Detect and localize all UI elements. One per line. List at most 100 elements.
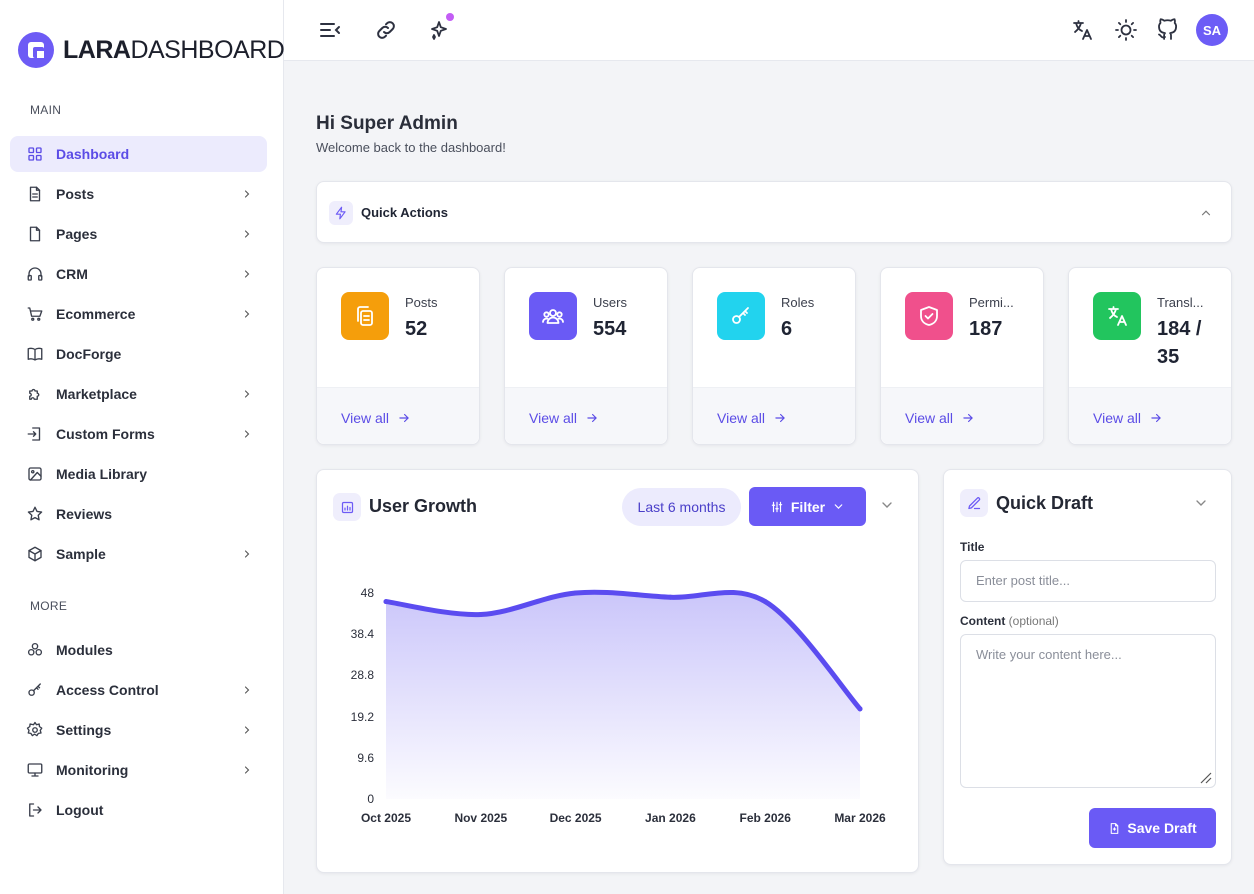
gear-icon — [26, 721, 44, 739]
user-growth-card: User Growth Last 6 months Filter 0 9.6 19.… — [316, 469, 919, 873]
view-all-link[interactable]: View all — [341, 410, 411, 426]
cube-icon — [26, 545, 44, 563]
sidebar-item-crm[interactable]: CRM — [10, 256, 267, 292]
chart-point — [383, 599, 389, 605]
sidebar-item-pages[interactable]: Pages — [10, 216, 267, 252]
stat-label: Roles — [781, 295, 815, 310]
topbar: SA — [284, 0, 1254, 61]
save-draft-label: Save Draft — [1127, 820, 1197, 836]
chevron-right-icon — [241, 308, 253, 320]
sidebar-item-posts[interactable]: Posts — [10, 176, 267, 212]
sidebar-item-label: Sample — [56, 546, 106, 562]
book-icon — [26, 345, 44, 363]
chevron-down-icon[interactable] — [1193, 495, 1209, 511]
view-all-link[interactable]: View all — [717, 410, 787, 426]
x-tick-label: Mar 2026 — [834, 811, 886, 825]
sidebar-item-reviews[interactable]: Reviews — [10, 496, 267, 532]
title-label: Title — [960, 540, 985, 554]
sidebar-item-access-control[interactable]: Access Control — [10, 672, 267, 708]
y-tick-label: 48 — [360, 586, 374, 600]
sidebar-item-label: Logout — [56, 802, 104, 818]
key-icon — [26, 681, 44, 699]
sidebar-item-modules[interactable]: Modules — [10, 632, 267, 668]
key-icon — [717, 292, 765, 340]
stat-value: 6 — [781, 318, 793, 340]
save-draft-button[interactable]: Save Draft — [1089, 808, 1216, 848]
arrow-right-icon — [963, 413, 973, 423]
sparkle-icon[interactable] — [428, 18, 452, 42]
puzzle-icon — [26, 385, 44, 403]
grid-icon — [26, 145, 44, 163]
view-all-link[interactable]: View all — [1093, 410, 1163, 426]
sidebar-item-label: Custom Forms — [56, 426, 155, 442]
sidebar-item-monitoring[interactable]: Monitoring — [10, 752, 267, 788]
chart-point — [667, 594, 673, 600]
stat-label: Transl... — [1157, 295, 1204, 310]
sidebar-item-label: CRM — [56, 266, 88, 282]
sidebar-item-settings[interactable]: Settings — [10, 712, 267, 748]
y-tick-label: 28.8 — [350, 668, 374, 683]
modules-icon — [26, 641, 44, 659]
stat-card-users: Users 554 View all — [504, 267, 668, 445]
date-range-button[interactable]: Last 6 months — [622, 488, 741, 526]
view-all-link[interactable]: View all — [905, 410, 975, 426]
avatar[interactable]: SA — [1196, 14, 1228, 46]
x-tick-label: Nov 2025 — [454, 811, 508, 825]
sidebar-item-logout[interactable]: Logout — [10, 792, 267, 828]
chevron-right-icon — [241, 228, 253, 240]
chart-point — [478, 611, 484, 617]
sidebar-item-label: Ecommerce — [56, 306, 136, 322]
users-icon — [529, 292, 577, 340]
post-title-input[interactable]: Enter post title... — [960, 560, 1216, 602]
sidebar-item-label: Modules — [56, 642, 113, 658]
sidebar-item-label: Dashboard — [56, 146, 130, 162]
view-all-label: View all — [341, 410, 389, 426]
stat-card-permi: Permi... 187 View all — [880, 267, 1044, 445]
sidebar-item-ecommerce[interactable]: Ecommerce — [10, 296, 267, 332]
chevron-up-icon[interactable] — [1199, 206, 1213, 220]
arrow-right-icon — [399, 413, 409, 423]
stat-label: Posts — [405, 295, 438, 310]
stat-value: 554 — [593, 318, 627, 340]
translate-icon — [1093, 292, 1141, 340]
chevron-down-icon — [834, 504, 843, 509]
image-icon — [26, 465, 44, 483]
translate-icon[interactable] — [1070, 18, 1094, 42]
sidebar-item-label: Posts — [56, 186, 95, 202]
edit-icon — [960, 489, 988, 517]
view-all-link[interactable]: View all — [529, 410, 599, 426]
chart-area — [386, 592, 860, 799]
file-icon — [26, 225, 44, 243]
sidebar-item-dashboard[interactable]: Dashboard — [10, 136, 267, 172]
quick-actions-panel[interactable]: Quick Actions — [316, 181, 1232, 243]
sidebar-item-custom-forms[interactable]: Custom Forms — [10, 416, 267, 452]
x-tick-label: Dec 2025 — [549, 811, 602, 825]
document-icon — [26, 185, 44, 203]
y-tick-label: 38.4 — [350, 627, 374, 642]
sidebar-item-sample[interactable]: Sample — [10, 536, 267, 572]
sidebar-item-docforge[interactable]: DocForge — [10, 336, 267, 372]
chevron-down-icon[interactable] — [879, 497, 895, 513]
github-icon[interactable] — [1156, 18, 1180, 42]
chevron-right-icon — [241, 428, 253, 440]
sun-icon[interactable] — [1114, 18, 1138, 42]
content-textarea[interactable]: Write your content here... — [960, 634, 1216, 788]
sidebar-item-media-library[interactable]: Media Library — [10, 456, 267, 492]
stat-footer — [317, 387, 479, 444]
stat-card-roles: Roles 6 View all — [692, 267, 856, 445]
logout-icon — [26, 801, 44, 819]
menu-collapse-icon[interactable] — [318, 18, 342, 42]
sidebar-item-marketplace[interactable]: Marketplace — [10, 376, 267, 412]
shield-icon — [905, 292, 953, 340]
headphones-icon — [26, 265, 44, 283]
stat-label: Permi... — [969, 295, 1014, 310]
stat-value: 52 — [405, 318, 428, 340]
link-icon[interactable] — [374, 18, 398, 42]
y-tick-label: 19.2 — [350, 709, 374, 724]
resize-handle-icon[interactable] — [1200, 772, 1212, 784]
brand-logo[interactable]: LARADASHBOARD — [18, 32, 285, 68]
sidebar-item-label: Pages — [56, 226, 98, 242]
filter-button[interactable]: Filter — [749, 487, 866, 526]
brand-name: LARADASHBOARD — [63, 35, 285, 64]
quick-draft-card: Quick Draft Title Enter post title... Co… — [943, 469, 1232, 865]
